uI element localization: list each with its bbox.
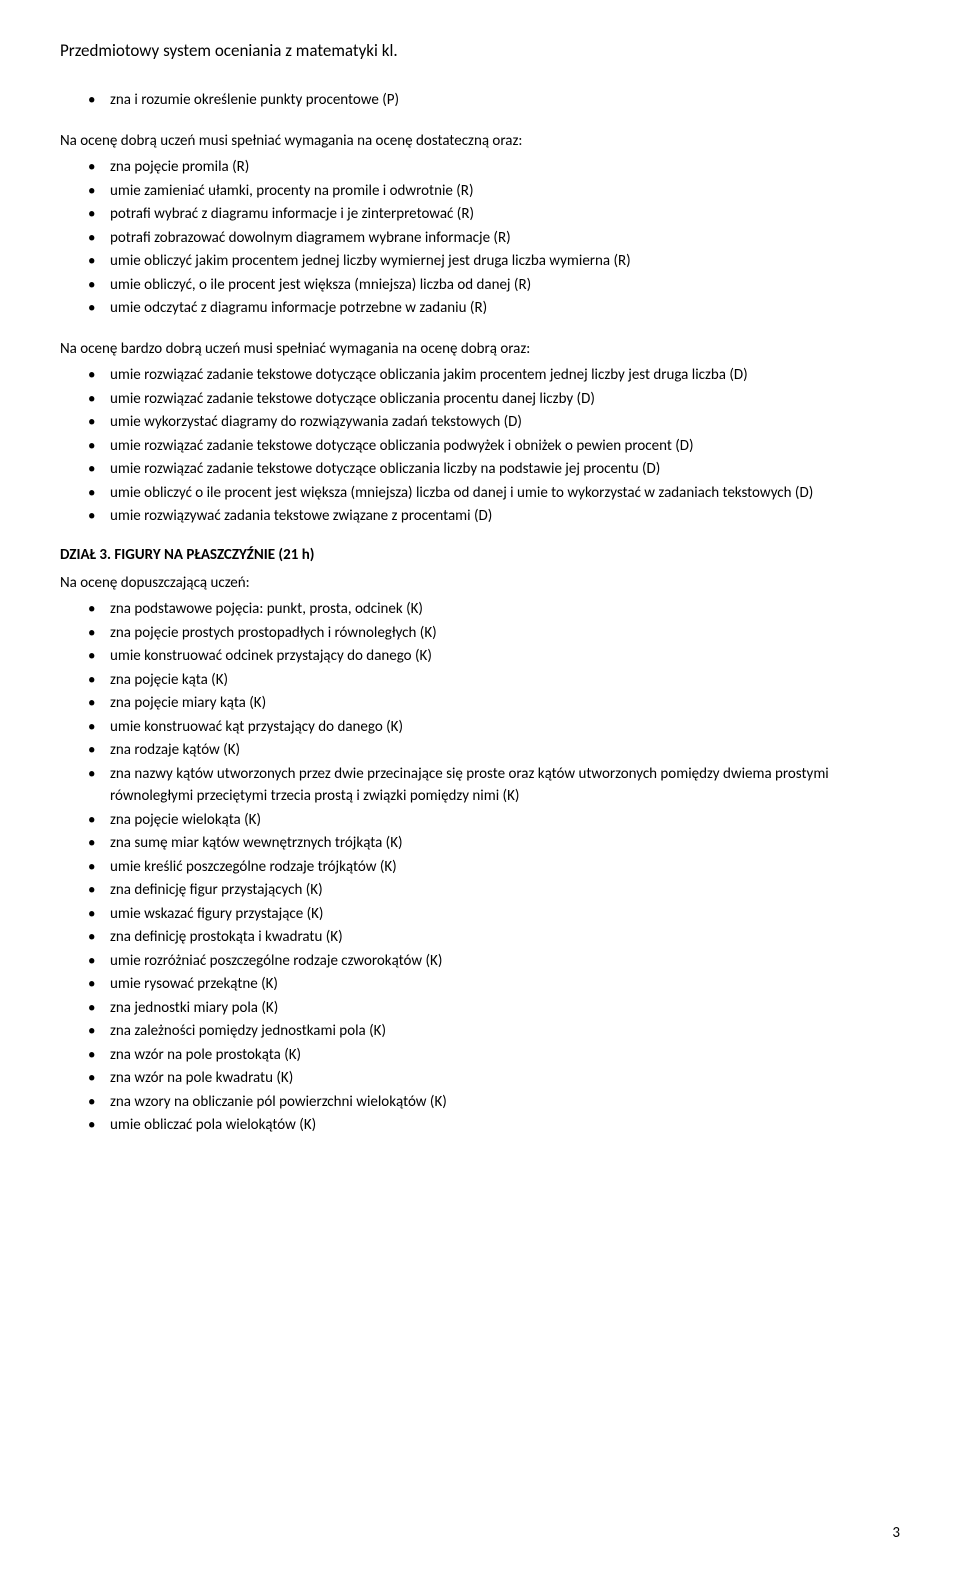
list-item: zna i rozumie określenie punkty procento…	[88, 89, 900, 112]
list-item: umie rozwiązywać zadania tekstowe związa…	[88, 505, 900, 528]
page-number: 3	[892, 1524, 900, 1542]
list-item: umie odczytać z diagramu informacje potr…	[88, 297, 900, 320]
list-item: umie konstruować odcinek przystający do …	[88, 645, 900, 668]
list-dopuszczajaca: zna podstawowe pojęcia: punkt, prosta, o…	[60, 598, 900, 1137]
list-item: umie rozróżniać poszczególne rodzaje czw…	[88, 950, 900, 973]
list-item: zna pojęcie wielokąta (K)	[88, 809, 900, 832]
intro-list: zna i rozumie określenie punkty procento…	[60, 89, 900, 112]
list-item: zna definicję figur przystających (K)	[88, 879, 900, 902]
list-item: umie obliczać pola wielokątów (K)	[88, 1114, 900, 1137]
list-item: zna rodzaje kątów (K)	[88, 739, 900, 762]
list-item: zna definicję prostokąta i kwadratu (K)	[88, 926, 900, 949]
list-item: zna wzór na pole kwadratu (K)	[88, 1067, 900, 1090]
list-item: zna nazwy kątów utworzonych przez dwie p…	[88, 763, 900, 808]
list-item: zna sumę miar kątów wewnętrznych trójkąt…	[88, 832, 900, 855]
list-item: umie rozwiązać zadanie tekstowe dotycząc…	[88, 458, 900, 481]
list-item: umie konstruować kąt przystający do dane…	[88, 716, 900, 739]
list-bardzo-dobra: umie rozwiązać zadanie tekstowe dotycząc…	[60, 364, 900, 528]
list-item: umie wykorzystać diagramy do rozwiązywan…	[88, 411, 900, 434]
list-dobra: zna pojęcie promila (R)umie zamieniać uł…	[60, 156, 900, 320]
para-dobra: Na ocenę dobrą uczeń musi spełniać wymag…	[60, 130, 900, 153]
list-item: zna pojęcie promila (R)	[88, 156, 900, 179]
list-item: umie rozwiązać zadanie tekstowe dotycząc…	[88, 364, 900, 387]
list-item: zna pojęcie miary kąta (K)	[88, 692, 900, 715]
list-item: umie obliczyć jakim procentem jednej lic…	[88, 250, 900, 273]
list-item: umie rozwiązać zadanie tekstowe dotycząc…	[88, 435, 900, 458]
list-item: zna podstawowe pojęcia: punkt, prosta, o…	[88, 598, 900, 621]
para-bardzo-dobra: Na ocenę bardzo dobrą uczeń musi spełnia…	[60, 338, 900, 361]
para-dopuszczajaca: Na ocenę dopuszczającą uczeń:	[60, 572, 900, 595]
list-item: umie rysować przekątne (K)	[88, 973, 900, 996]
list-item: umie rozwiązać zadanie tekstowe dotycząc…	[88, 388, 900, 411]
list-item: zna wzór na pole prostokąta (K)	[88, 1044, 900, 1067]
list-item: zna jednostki miary pola (K)	[88, 997, 900, 1020]
list-item: zna wzory na obliczanie pól powierzchni …	[88, 1091, 900, 1114]
list-item: umie zamieniać ułamki, procenty na promi…	[88, 180, 900, 203]
list-item: zna pojęcie prostych prostopadłych i rów…	[88, 622, 900, 645]
list-item: zna zależności pomiędzy jednostkami pola…	[88, 1020, 900, 1043]
section-title: DZIAŁ 3. FIGURY NA PŁASZCZYŹNIE (21 h)	[60, 546, 900, 564]
list-item: potrafi zobrazować dowolnym diagramem wy…	[88, 227, 900, 250]
list-item: umie obliczyć o ile procent jest większa…	[88, 482, 900, 505]
list-item: potrafi wybrać z diagramu informacje i j…	[88, 203, 900, 226]
list-item: umie obliczyć, o ile procent jest większ…	[88, 274, 900, 297]
list-item: zna pojęcie kąta (K)	[88, 669, 900, 692]
list-item: umie wskazać figury przystające (K)	[88, 903, 900, 926]
list-item: umie kreślić poszczególne rodzaje trójką…	[88, 856, 900, 879]
page-header: Przedmiotowy system oceniania z matematy…	[60, 40, 900, 61]
